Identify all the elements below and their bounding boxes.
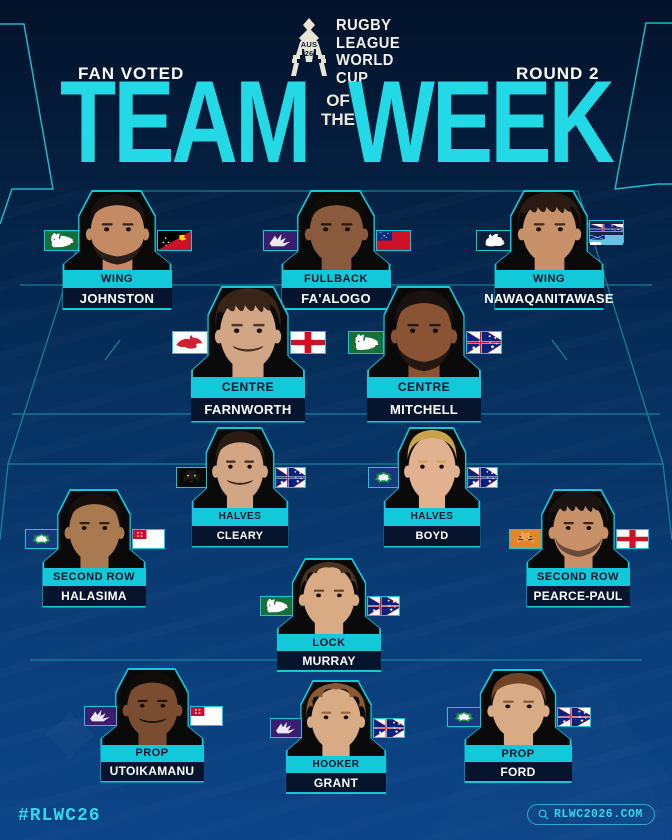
- svg-text:AUS: AUS: [301, 40, 317, 49]
- svg-text:26: 26: [305, 49, 314, 58]
